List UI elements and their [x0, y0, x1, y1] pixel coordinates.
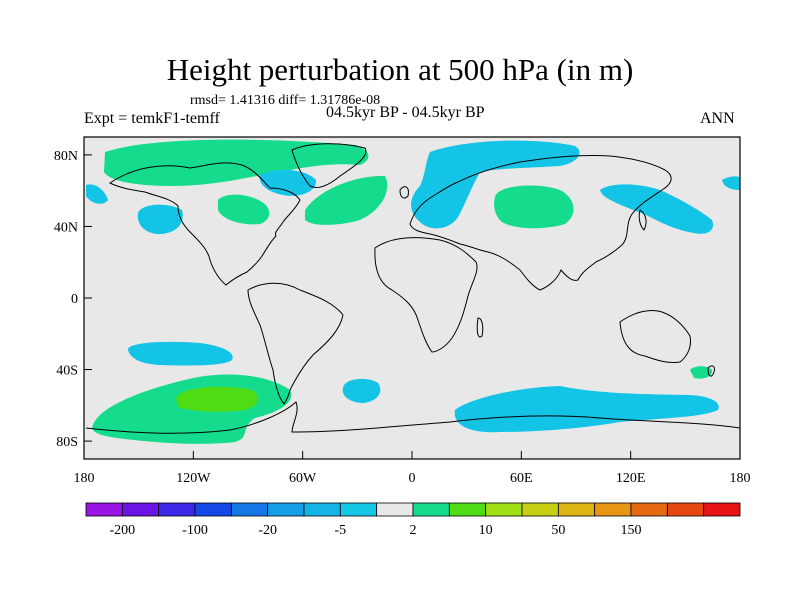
- coast-north-america: [109, 162, 301, 286]
- lat-tick-label: 40S: [56, 364, 78, 379]
- colorbar-swatch: [376, 502, 414, 517]
- anomaly-negative-region: [722, 176, 740, 190]
- anomaly-positive-region: [494, 185, 574, 229]
- anomaly-negative-region: [127, 341, 233, 366]
- anomaly-strong-positive-region: [176, 386, 259, 412]
- lon-tick-label: 120E: [616, 471, 646, 486]
- coast-eurasia: [409, 154, 672, 291]
- colorbar-swatch: [303, 502, 341, 517]
- colorbar-label: 10: [479, 523, 493, 538]
- coast-madagascar: [476, 317, 484, 338]
- longitude-axis: 180 120W 60W 0 60E 120E 180: [74, 451, 751, 486]
- colorbar-label: -20: [258, 523, 277, 538]
- colorbar-label: -5: [334, 523, 346, 538]
- lon-tick-label: 180: [74, 471, 95, 486]
- colorbar-swatch: [557, 502, 596, 517]
- coast-japan: [638, 209, 647, 231]
- anomaly-negative-region: [137, 204, 183, 235]
- colorbar-swatch: [339, 502, 378, 517]
- colorbar-swatch: [158, 502, 196, 517]
- colorbar-label: -200: [109, 523, 135, 538]
- colorbar-swatch: [85, 502, 123, 517]
- lon-tick-label: 60E: [510, 471, 533, 486]
- colorbar-swatch: [703, 502, 741, 517]
- lat-tick-label: 40N: [54, 220, 78, 235]
- anomaly-positive-region: [218, 194, 270, 225]
- colorbar-swatch: [412, 502, 450, 517]
- chart-title: Height perturbation at 500 hPa (in m): [166, 52, 634, 87]
- anomaly-negative-region: [259, 169, 317, 196]
- latitude-axis: 80N 40N 0 40S 80S: [54, 149, 92, 450]
- anomaly-negative-region: [411, 140, 580, 229]
- lon-tick-label: 180: [730, 471, 751, 486]
- lat-tick-label: 80N: [54, 149, 78, 164]
- colorbar-label: 2: [410, 523, 417, 538]
- anomaly-negative-region: [600, 184, 714, 234]
- lon-tick-label: 0: [409, 471, 416, 486]
- anomaly-positive-region: [690, 366, 713, 379]
- colorbar-swatch: [666, 502, 705, 517]
- lat-tick-label: 0: [71, 292, 78, 307]
- coastline-layer: [85, 143, 741, 434]
- experiment-label: Expt = temkF1-temff: [84, 110, 220, 127]
- colorbar-swatch: [485, 502, 523, 517]
- colorbar-label: 50: [551, 523, 565, 538]
- colorbar-swatch: [194, 502, 232, 517]
- lat-tick-label: 80S: [56, 435, 78, 450]
- coast-greenland: [291, 143, 367, 189]
- coast-australia: [619, 309, 691, 363]
- colorbar-swatch: [594, 502, 632, 517]
- lon-tick-label: 120W: [176, 471, 211, 486]
- colorbar-swatch: [230, 502, 269, 517]
- coast-antarctica: [85, 401, 741, 434]
- colorbar-swatch: [448, 502, 487, 517]
- lon-tick-label: 60W: [289, 471, 317, 486]
- colorbar-labels: -200 -100 -20 -5 2 10 50 150: [109, 523, 641, 538]
- colorbar-swatch: [267, 502, 305, 517]
- colorbar: [85, 502, 741, 517]
- anomaly-negative-region: [342, 378, 381, 403]
- colorbar-label: 150: [621, 523, 642, 538]
- anomaly-layer: [86, 139, 740, 444]
- coast-new-zealand: [707, 365, 715, 377]
- anomaly-positive-region: [104, 139, 369, 186]
- coast-uk: [399, 186, 409, 199]
- anomaly-negative-region: [454, 386, 719, 433]
- coast-africa: [374, 237, 478, 353]
- colorbar-label: -100: [182, 523, 208, 538]
- colorbar-swatch: [521, 502, 559, 517]
- colorbar-swatch: [121, 502, 160, 517]
- rmsd-stats: rmsd= 1.41316 diff= 1.31786e-08: [190, 93, 381, 108]
- period-label: 04.5kyr BP - 04.5kyr BP: [326, 104, 485, 121]
- coast-south-america: [247, 282, 344, 405]
- anomaly-negative-region: [86, 184, 108, 204]
- colorbar-swatch: [630, 502, 668, 517]
- season-label: ANN: [700, 110, 735, 127]
- anomaly-positive-region: [305, 175, 388, 225]
